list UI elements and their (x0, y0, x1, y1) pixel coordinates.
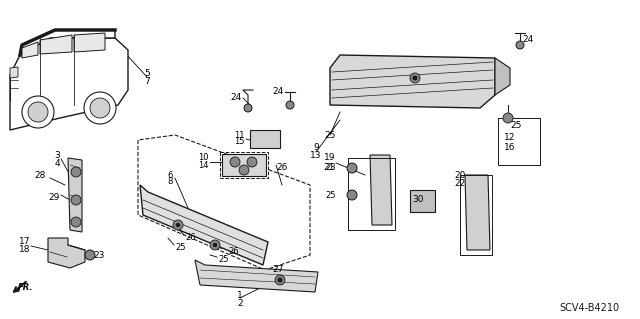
Text: 29: 29 (49, 194, 60, 203)
Circle shape (278, 278, 282, 282)
Polygon shape (10, 38, 128, 130)
Circle shape (71, 195, 81, 205)
Circle shape (413, 76, 417, 80)
Text: 8: 8 (167, 177, 173, 187)
Text: 25: 25 (510, 121, 522, 130)
Text: FR.: FR. (18, 283, 33, 292)
Text: 9: 9 (313, 144, 319, 152)
Text: 19: 19 (323, 153, 335, 162)
Text: 22: 22 (454, 179, 466, 188)
Text: 25: 25 (175, 243, 186, 253)
Text: 10: 10 (198, 153, 209, 162)
Circle shape (90, 98, 110, 118)
Polygon shape (140, 185, 268, 265)
Text: 26: 26 (276, 164, 287, 173)
Text: 1: 1 (237, 291, 243, 300)
Polygon shape (22, 42, 38, 58)
Polygon shape (68, 158, 82, 232)
Text: 30: 30 (412, 196, 424, 204)
Circle shape (28, 102, 48, 122)
Circle shape (516, 41, 524, 49)
Text: 20: 20 (454, 170, 466, 180)
Circle shape (247, 157, 257, 167)
Circle shape (239, 165, 249, 175)
Circle shape (213, 243, 217, 247)
Text: 27: 27 (272, 265, 284, 275)
Text: 28: 28 (35, 170, 45, 180)
Text: 21: 21 (324, 162, 335, 172)
Text: 3: 3 (54, 151, 60, 160)
Polygon shape (410, 190, 435, 212)
Text: 11: 11 (234, 130, 245, 139)
Polygon shape (195, 260, 318, 292)
Text: 24: 24 (273, 87, 284, 97)
Text: 24: 24 (231, 93, 242, 102)
Text: 25: 25 (324, 130, 335, 139)
Circle shape (347, 163, 357, 173)
Polygon shape (222, 154, 266, 176)
Circle shape (244, 104, 252, 112)
Text: 6: 6 (167, 170, 173, 180)
Polygon shape (495, 58, 510, 95)
Text: 14: 14 (198, 160, 209, 169)
Text: SCV4-B4210: SCV4-B4210 (560, 303, 620, 313)
Circle shape (22, 96, 54, 128)
Polygon shape (40, 35, 72, 54)
Polygon shape (250, 130, 280, 148)
Circle shape (347, 190, 357, 200)
Circle shape (85, 250, 95, 260)
Text: 5: 5 (144, 69, 150, 78)
Text: 15: 15 (234, 137, 245, 146)
Polygon shape (74, 33, 105, 52)
Polygon shape (370, 155, 392, 225)
Circle shape (410, 73, 420, 83)
Circle shape (210, 240, 220, 250)
Text: 25: 25 (218, 256, 228, 264)
Circle shape (84, 92, 116, 124)
Text: 4: 4 (54, 159, 60, 167)
Circle shape (71, 167, 81, 177)
Text: 26: 26 (185, 234, 196, 242)
Polygon shape (48, 238, 85, 268)
Polygon shape (465, 175, 490, 250)
Text: 13: 13 (310, 151, 322, 160)
Circle shape (275, 275, 285, 285)
Circle shape (230, 157, 240, 167)
Text: 7: 7 (144, 77, 150, 85)
Circle shape (286, 101, 294, 109)
Text: 2: 2 (237, 299, 243, 308)
Text: 25: 25 (326, 190, 336, 199)
Circle shape (173, 220, 183, 230)
Circle shape (176, 223, 180, 227)
Text: 18: 18 (19, 246, 30, 255)
Text: 23: 23 (93, 250, 104, 259)
Polygon shape (20, 30, 115, 55)
Polygon shape (10, 67, 18, 78)
Circle shape (503, 113, 513, 123)
Text: 17: 17 (19, 238, 30, 247)
Polygon shape (330, 55, 495, 108)
Text: 23: 23 (325, 164, 336, 173)
Circle shape (71, 217, 81, 227)
Text: 24: 24 (522, 35, 533, 44)
Text: 12: 12 (504, 133, 516, 143)
Text: 16: 16 (504, 144, 516, 152)
Text: 26: 26 (228, 248, 239, 256)
